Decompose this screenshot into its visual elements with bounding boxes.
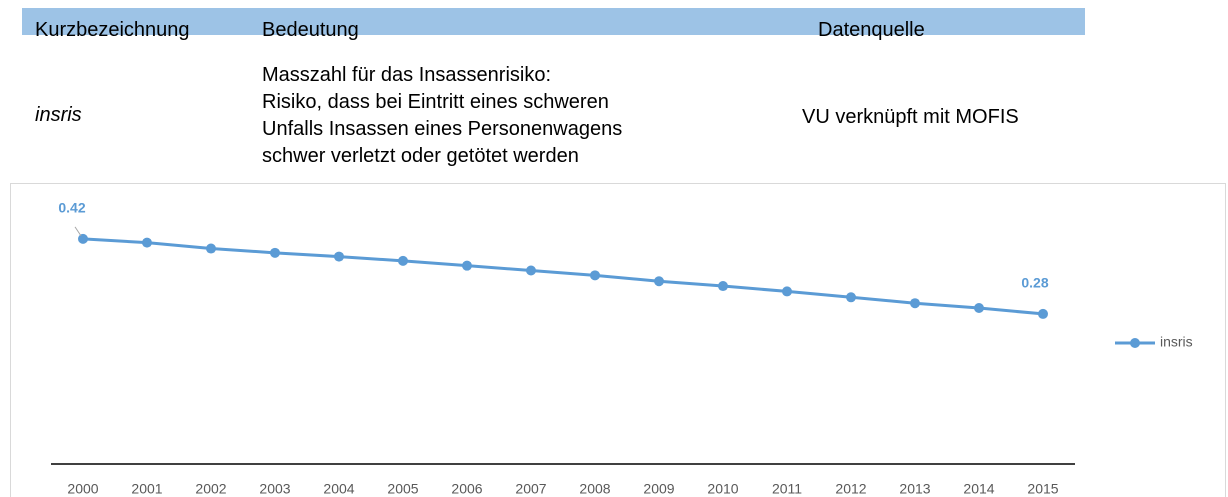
leader-line <box>74 226 82 237</box>
x-tick-label: 2010 <box>707 481 738 497</box>
x-tick-label: 2008 <box>579 481 610 497</box>
data-point <box>78 233 88 244</box>
x-tick-label: 2000 <box>67 481 98 497</box>
x-tick-label: 2005 <box>387 481 418 497</box>
x-tick-label: 2002 <box>195 481 226 497</box>
x-tick-label: 2013 <box>899 481 930 497</box>
data-point <box>206 243 216 254</box>
x-tick-label: 2004 <box>323 481 354 497</box>
legend-marker <box>1130 338 1140 348</box>
data-point <box>654 276 664 287</box>
x-tick-label: 2014 <box>963 481 994 497</box>
code-cell: insris <box>35 104 82 126</box>
x-tick-label: 2001 <box>131 481 162 497</box>
value-label: 0.28 <box>1021 275 1048 291</box>
value-label: 0.42 <box>58 200 85 216</box>
x-tick-label: 2006 <box>451 481 482 497</box>
x-tick-label: 2007 <box>515 481 546 497</box>
header-band <box>22 8 1085 35</box>
x-tick-label: 2012 <box>835 481 866 497</box>
data-point <box>526 265 536 276</box>
legend-label: insris <box>1160 334 1193 350</box>
chart-frame <box>10 183 1226 497</box>
x-tick-label: 2003 <box>259 481 290 497</box>
data-point <box>846 292 856 303</box>
data-point <box>142 237 152 248</box>
data-point <box>398 255 408 266</box>
header-cell: Datenquelle <box>818 19 925 41</box>
header-cell: Bedeutung <box>262 19 359 41</box>
data-point <box>270 247 280 258</box>
data-point <box>974 303 984 314</box>
meaning-line: Risiko, dass bei Eintritt eines schweren <box>262 91 609 113</box>
data-point <box>1038 308 1048 319</box>
data-point <box>782 286 792 297</box>
series-line <box>82 237 1044 316</box>
data-point <box>462 260 472 271</box>
meaning-line: Unfalls Insassen eines Personenwagens <box>262 118 623 140</box>
header-cell: Kurzbezeichnung <box>35 19 190 41</box>
source-cell: VU verknüpft mit MOFIS <box>802 106 1019 128</box>
data-point <box>910 298 920 309</box>
x-tick-label: 2009 <box>643 481 674 497</box>
x-tick-label: 2011 <box>772 481 802 497</box>
x-tick-label: 2015 <box>1027 481 1058 497</box>
data-point <box>590 270 600 281</box>
data-point <box>718 281 728 292</box>
meaning-line: schwer verletzt oder getötet werden <box>262 145 579 167</box>
meaning-line: Masszahl für das Insassenrisiko: <box>262 64 552 86</box>
data-point <box>334 251 344 262</box>
